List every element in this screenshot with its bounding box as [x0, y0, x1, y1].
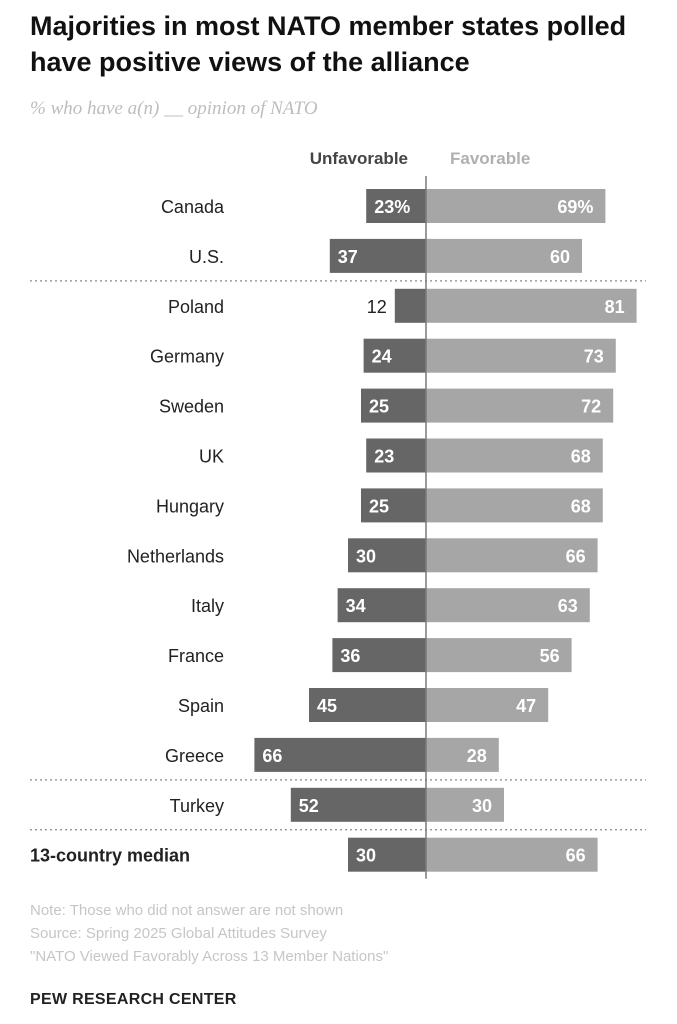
- category-label-greece: Greece: [165, 746, 224, 766]
- category-label-uk: UK: [199, 447, 224, 467]
- diverging-bar-chart: Unfavorable Favorable Canada 23% 69% U.S. 37 60…: [30, 149, 646, 879]
- note-text: Note: Those who did not answer are not s…: [30, 902, 344, 919]
- category-label-netherlands: Netherlands: [127, 546, 224, 566]
- favorable-value-sweden: 72: [581, 397, 601, 417]
- favorable-bar-turkey: [426, 787, 504, 822]
- category-label-sweden: Sweden: [159, 397, 224, 417]
- favorable-value-u-s: 60: [550, 247, 570, 267]
- favorable-bar-u-s: [426, 238, 582, 273]
- category-label-turkey: Turkey: [170, 796, 224, 816]
- category-label-u-s: U.S.: [189, 247, 224, 267]
- unfavorable-bar-canada: [366, 189, 426, 223]
- unfavorable-bar-turkey: [290, 787, 426, 822]
- unfavorable-value-spain: 45: [317, 696, 337, 716]
- unfavorable-value-greece: 66: [262, 746, 282, 766]
- favorable-value-netherlands: 66: [566, 546, 586, 566]
- unfavorable-value-13-country-median: 30: [356, 846, 376, 866]
- favorable-bar-sweden: [426, 388, 614, 423]
- unfavorable-value-uk: 23: [374, 447, 394, 467]
- favorable-value-greece: 28: [467, 746, 487, 766]
- chart-title: Majorities in most NATO member states po…: [30, 11, 627, 77]
- unfavorable-bar-u-s: [329, 238, 426, 273]
- favorable-value-france: 56: [540, 646, 560, 666]
- favorable-value-canada: 69%: [557, 197, 593, 217]
- unfavorable-value-germany: 24: [372, 347, 392, 367]
- favorable-value-spain: 47: [516, 696, 536, 716]
- category-label-poland: Poland: [168, 297, 224, 317]
- report-title-text: "NATO Viewed Favorably Across 13 Member …: [30, 948, 389, 965]
- unfavorable-value-u-s: 37: [338, 247, 358, 267]
- unfavorable-value-italy: 34: [346, 596, 366, 616]
- favorable-bar-spain: [426, 688, 549, 722]
- favorable-value-italy: 63: [558, 596, 578, 616]
- favorable-bar-netherlands: [426, 538, 598, 573]
- unfavorable-value-poland: 12: [367, 297, 387, 317]
- category-label-germany: Germany: [150, 347, 224, 367]
- category-label-spain: Spain: [178, 696, 224, 716]
- favorable-bar-13-country-median: [426, 837, 598, 872]
- favorable-value-poland: 81: [605, 297, 625, 317]
- favorable-value-uk: 68: [571, 447, 591, 467]
- favorable-bar-greece: [426, 737, 499, 772]
- unfavorable-bar-uk: [366, 438, 426, 473]
- brand-logo-text: PEW RESEARCH CENTER: [30, 991, 237, 1008]
- unfavorable-value-hungary: 25: [369, 496, 389, 516]
- favorable-bar-poland: [426, 288, 637, 323]
- favorable-bar-uk: [426, 438, 603, 473]
- unfavorable-bar-hungary: [361, 488, 426, 523]
- unfavorable-value-canada: 23%: [374, 197, 410, 217]
- unfavorable-bar-spain: [309, 688, 426, 722]
- favorable-bar-hungary: [426, 488, 603, 523]
- favorable-value-germany: 73: [584, 347, 604, 367]
- favorable-value-turkey: 30: [472, 796, 492, 816]
- favorable-bar-france: [426, 638, 572, 673]
- unfavorable-value-france: 36: [340, 646, 360, 666]
- unfavorable-bar-sweden: [361, 388, 426, 423]
- favorable-bar-canada: [426, 189, 606, 223]
- unfavorable-bar-italy: [337, 588, 426, 623]
- category-label-canada: Canada: [161, 197, 225, 217]
- favorable-value-13-country-median: 66: [566, 846, 586, 866]
- unfavorable-value-netherlands: 30: [356, 546, 376, 566]
- category-label-13-country-median: 13-country median: [30, 846, 190, 866]
- category-label-hungary: Hungary: [156, 496, 224, 516]
- unfavorable-bar-germany: [363, 338, 426, 373]
- favorable-value-hungary: 68: [571, 496, 591, 516]
- unfavorable-bar-13-country-median: [348, 837, 426, 872]
- footnotes: Note: Those who did not answer are not s…: [30, 899, 388, 968]
- unfavorable-header: Unfavorable: [310, 149, 408, 168]
- source-text: Source: Spring 2025 Global Attitudes Sur…: [30, 925, 327, 942]
- chart-subtitle: % who have a(n) __ opinion of NATO: [30, 98, 318, 119]
- unfavorable-bar-greece: [254, 737, 426, 772]
- unfavorable-bar-poland: [394, 288, 426, 323]
- category-label-france: France: [168, 646, 224, 666]
- category-label-italy: Italy: [191, 596, 224, 616]
- unfavorable-value-sweden: 25: [369, 397, 389, 417]
- unfavorable-bar-netherlands: [348, 538, 426, 573]
- unfavorable-value-turkey: 52: [299, 796, 319, 816]
- favorable-bar-italy: [426, 588, 590, 623]
- favorable-bar-germany: [426, 338, 616, 373]
- favorable-header: Favorable: [450, 149, 530, 168]
- unfavorable-bar-france: [332, 638, 426, 673]
